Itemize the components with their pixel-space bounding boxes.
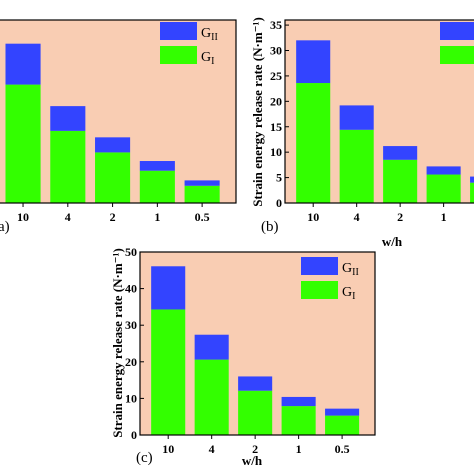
bar-g1-2 — [238, 390, 273, 435]
bar-g2-4 — [50, 106, 86, 131]
legend-swatch-g2 — [301, 257, 338, 275]
bar-g1-2 — [95, 152, 131, 203]
panel-label: (c) — [136, 450, 153, 466]
legend-label-g2: GII — [342, 261, 359, 278]
bar-g2-1 — [139, 161, 175, 171]
bar-g1-2 — [383, 159, 418, 203]
legend-swatch-g1 — [160, 46, 197, 64]
bar-g1-1 — [139, 170, 175, 203]
bar-g2-2 — [238, 376, 273, 391]
bar-g2-2 — [383, 146, 418, 160]
legend: GII GI — [301, 257, 359, 302]
panel-label: (b) — [261, 219, 279, 235]
bar-g1-10 — [5, 84, 41, 203]
bar-g1-10 — [296, 83, 331, 203]
y-tick-label: 10 — [270, 145, 282, 159]
bar-g1-4 — [194, 359, 229, 435]
bar-g2-10 — [5, 43, 41, 85]
legend-label-g1: GI — [342, 285, 355, 302]
bar-g2-10 — [151, 266, 186, 310]
legend-label-g2: GII — [201, 26, 218, 43]
x-tick-label: 4 — [65, 210, 71, 224]
legend-swatch-g2 — [160, 22, 197, 40]
x-tick-label: 2 — [110, 210, 116, 224]
x-tick-label: 4 — [209, 442, 215, 456]
panel-label: a) — [0, 219, 10, 235]
plot-frame — [0, 19, 237, 204]
panel-3: 10 4 2 1 0.5 0 10 20 30 40 50 GII GI w/h Strain energy… — [110, 245, 376, 468]
bar-g2-4 — [194, 334, 229, 360]
bar-g1-0.5 — [325, 415, 360, 435]
legend-swatch-g1 — [301, 281, 338, 299]
x-tick-label: 4 — [354, 210, 360, 224]
y-tick-label: 25 — [270, 69, 282, 83]
x-axis-label: w/h — [382, 234, 403, 249]
y-tick-label: 20 — [125, 355, 137, 369]
x-tick-label: 10 — [162, 442, 174, 456]
x-tick-label: 2 — [397, 210, 403, 224]
bar-g2-0.5 — [184, 180, 220, 186]
y-axis-label: Strain energy release rate (N·m⁻¹) — [110, 248, 125, 438]
bar-g2-0.5 — [470, 176, 474, 183]
y-tick-label: 50 — [125, 245, 137, 259]
bar-g1-0.5 — [470, 182, 474, 203]
legend-label-g1: GI — [201, 50, 214, 67]
y-tick-label: 20 — [270, 94, 282, 108]
y-tick-label: 5 — [276, 171, 282, 185]
x-tick-label: 1 — [154, 210, 160, 224]
x-tick-label: 0.5 — [195, 210, 210, 224]
y-tick-label: 30 — [270, 44, 282, 58]
x-tick-label: 2 — [252, 442, 258, 456]
bar-g2-1 — [281, 396, 316, 407]
x-tick-label: 10 — [307, 210, 319, 224]
y-tick-label: 10 — [125, 391, 137, 405]
bar-g2-1 — [426, 166, 461, 175]
y-axis-label: Strain energy release rate (N·m⁻¹) — [250, 17, 265, 207]
x-tick-label: 1 — [441, 210, 447, 224]
bar-g1-0.5 — [184, 185, 220, 203]
plot-frame — [139, 251, 376, 436]
legend: GII GI — [160, 22, 218, 67]
plot-frame — [284, 19, 474, 204]
bar-g2-10 — [296, 40, 331, 84]
y-tick-label: 40 — [125, 282, 137, 296]
bar-g2-2 — [95, 137, 131, 153]
bar-g1-1 — [281, 406, 316, 435]
bar-g1-4 — [50, 130, 86, 203]
bar-g2-0.5 — [325, 408, 360, 416]
x-tick-label: 0.5 — [335, 442, 350, 456]
y-tick-label: 0 — [276, 196, 282, 210]
y-tick-label: 0 — [131, 428, 137, 442]
bar-g1-1 — [426, 174, 461, 203]
legend-swatch-g2 — [440, 22, 474, 40]
x-tick-label: 1 — [296, 442, 302, 456]
y-tick-label: 35 — [270, 18, 282, 32]
y-tick-label: 30 — [125, 318, 137, 332]
x-axis-label: w/h — [242, 453, 263, 468]
bar-g2-4 — [339, 105, 374, 130]
y-tick-label: 15 — [270, 120, 282, 134]
x-tick-label: 10 — [17, 210, 29, 224]
bar-g1-4 — [339, 129, 374, 203]
legend-swatch-g1 — [440, 46, 474, 64]
bar-g1-10 — [151, 309, 186, 435]
